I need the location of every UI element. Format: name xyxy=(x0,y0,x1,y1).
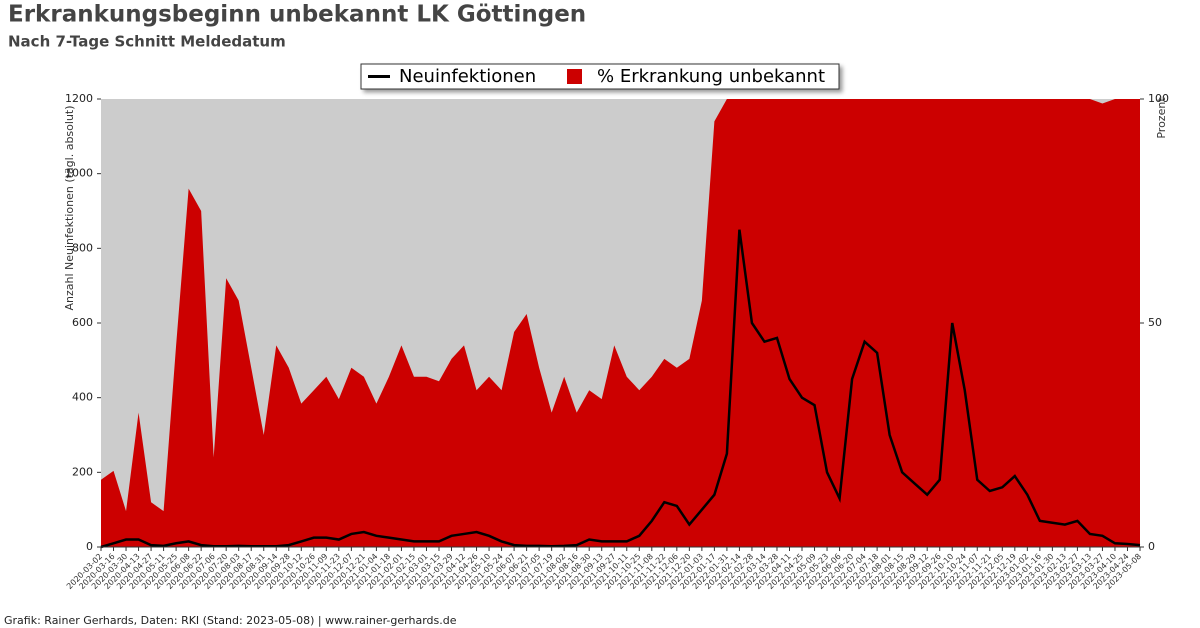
y-tick-label: 0 xyxy=(86,540,93,553)
chart-title: Erkrankungsbeginn unbekannt LK Göttingen xyxy=(8,2,586,28)
area-series xyxy=(101,99,1140,547)
y2-tick-label: 100 xyxy=(1148,92,1169,105)
footer: Grafik: Rainer Gerhards, Daten: RKI (Sta… xyxy=(4,614,457,627)
legend-swatch xyxy=(567,69,582,84)
legend: Neuinfektionen % Erkrankung unbekannt xyxy=(360,63,840,90)
y2-tick-label: 50 xyxy=(1148,316,1162,329)
y2-tick-label: 0 xyxy=(1148,540,1155,553)
y-tick-label: 1000 xyxy=(65,167,93,180)
chart-subtitle: Nach 7-Tage Schnitt Meldedatum xyxy=(8,33,286,51)
y-tick-label: 800 xyxy=(72,241,93,254)
y-tick-label: 1200 xyxy=(65,92,93,105)
y-axis-label: Anzahl Neuinfektionen (tägl. absolut) xyxy=(63,105,76,310)
line-series xyxy=(100,229,1141,549)
y2-axis-label: Prozent xyxy=(1155,97,1168,139)
legend-label: Neuinfektionen xyxy=(399,66,536,87)
y-tick-label: 400 xyxy=(72,391,93,404)
legend-label: % Erkrankung unbekannt xyxy=(597,66,825,87)
y-tick-label: 200 xyxy=(72,465,93,478)
y-tick-label: 600 xyxy=(72,316,93,329)
legend-box xyxy=(360,63,840,90)
